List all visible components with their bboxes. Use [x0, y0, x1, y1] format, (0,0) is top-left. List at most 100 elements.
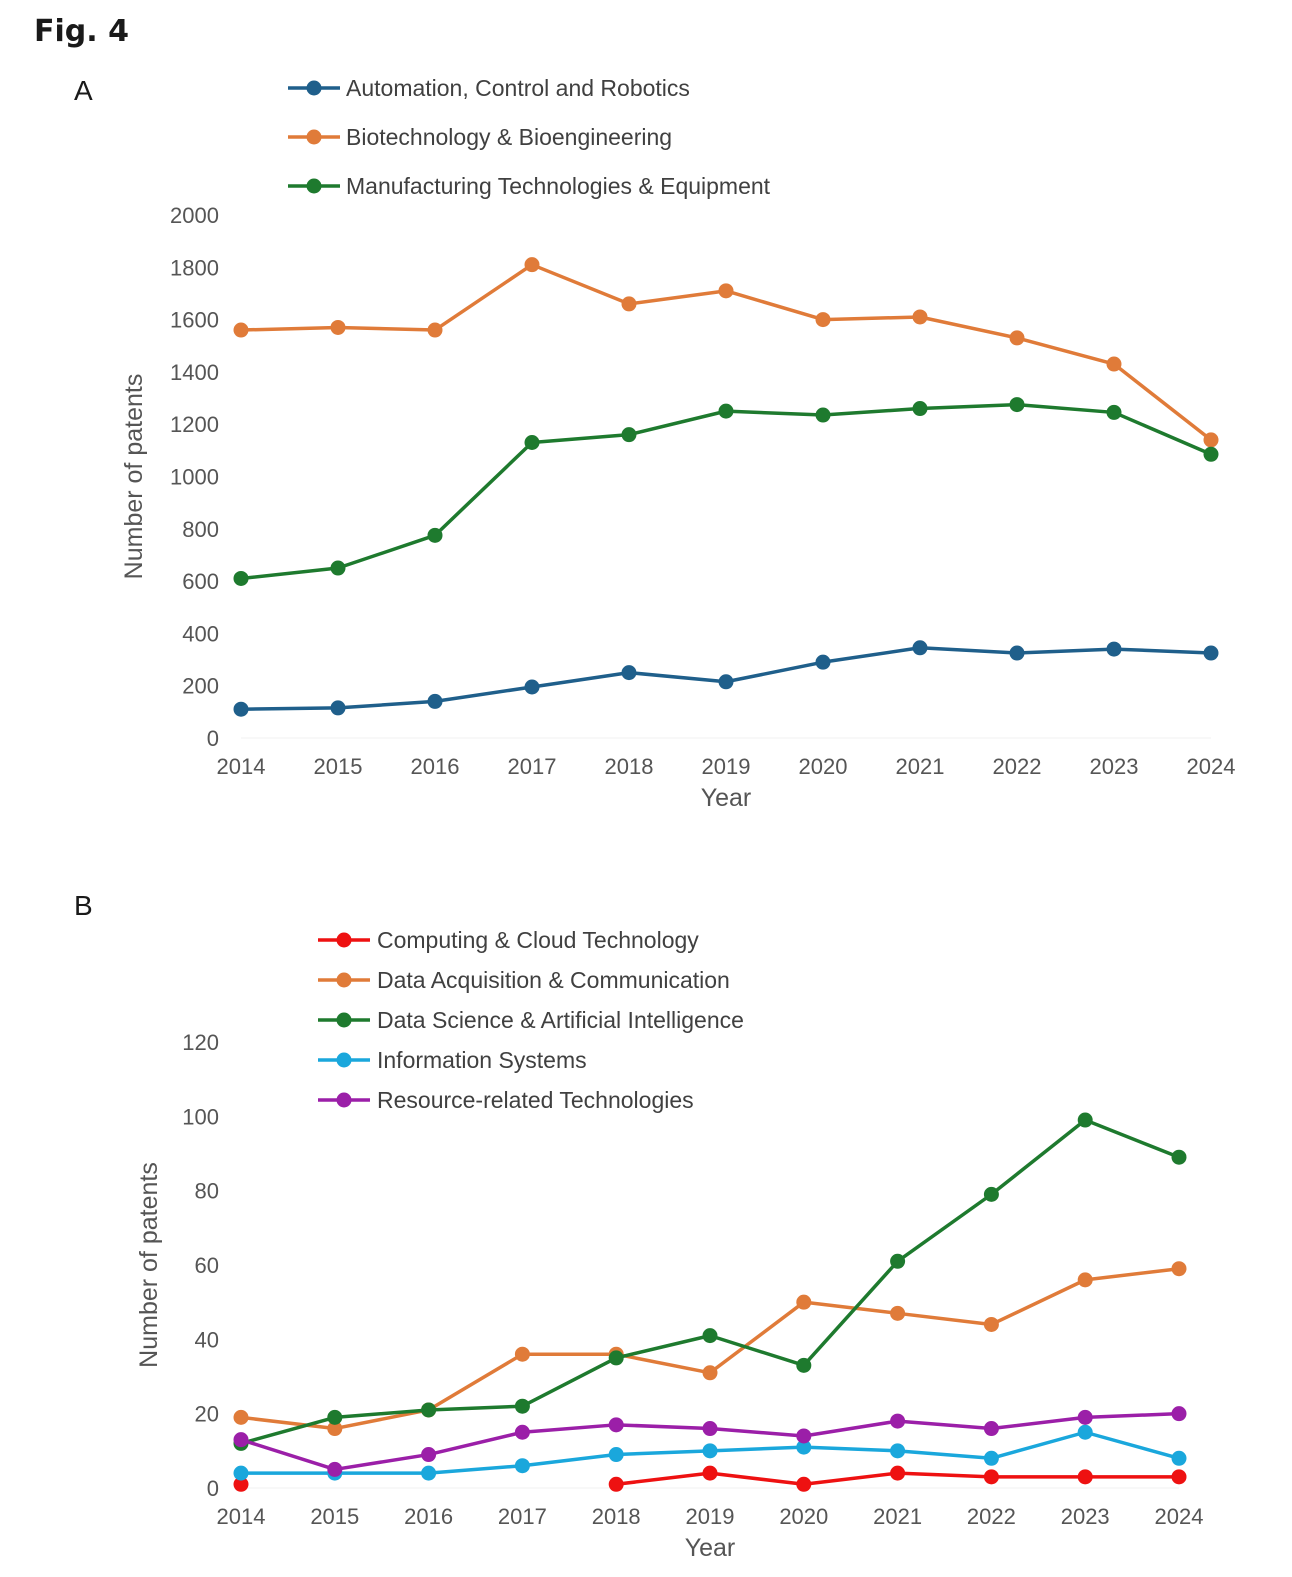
- data-point-automation-control-and-robotics: [233, 701, 249, 717]
- y-tick-label: 0: [207, 1476, 219, 1501]
- data-point-computing-cloud-technology: [983, 1469, 999, 1485]
- data-point-information-systems: [514, 1458, 530, 1474]
- y-tick-label: 100: [182, 1104, 219, 1129]
- data-point-manufacturing-technologies-equipment: [912, 401, 928, 417]
- data-point-biotechnology-bioengineering: [815, 312, 831, 328]
- x-tick-label: 2023: [1061, 1504, 1110, 1529]
- data-point-automation-control-and-robotics: [330, 700, 346, 716]
- y-tick-label: 20: [195, 1402, 219, 1427]
- data-point-resource-related-technologies: [327, 1461, 343, 1477]
- legend-marker-information-systems: [336, 1052, 352, 1068]
- legend-label-data-science-artificial-intelligence: Data Science & Artificial Intelligence: [377, 1007, 744, 1033]
- x-tick-label: 2023: [1090, 754, 1139, 779]
- data-point-data-science-artificial-intelligence: [514, 1398, 530, 1414]
- legend-label-manufacturing-technologies-equipment: Manufacturing Technologies & Equipment: [346, 173, 771, 199]
- legend-marker-automation-control-and-robotics: [306, 80, 322, 96]
- x-tick-label: 2020: [779, 1504, 828, 1529]
- data-point-information-systems: [1077, 1424, 1093, 1440]
- data-point-biotechnology-bioengineering: [524, 257, 540, 273]
- x-tick-label: 2017: [508, 754, 557, 779]
- x-tick-label: 2017: [498, 1504, 547, 1529]
- data-point-automation-control-and-robotics: [1106, 641, 1122, 657]
- series-line-data-science-artificial-intelligence: [240, 1118, 1180, 1446]
- data-point-biotechnology-bioengineering: [330, 319, 346, 335]
- y-axis-title: Number of patents: [120, 374, 148, 580]
- data-point-data-science-artificial-intelligence: [327, 1409, 343, 1425]
- data-point-automation-control-and-robotics: [621, 665, 637, 681]
- data-point-manufacturing-technologies-equipment: [1009, 397, 1025, 413]
- data-point-data-acquisition-communication: [514, 1346, 530, 1362]
- x-tick-label: 2015: [314, 754, 363, 779]
- x-tick-label: 2022: [993, 754, 1042, 779]
- data-point-information-systems: [890, 1443, 906, 1459]
- panel-label-b: B: [74, 890, 93, 921]
- data-point-data-acquisition-communication: [327, 1421, 343, 1437]
- legend-marker-data-science-artificial-intelligence: [336, 1012, 352, 1028]
- legend-label-automation-control-and-robotics: Automation, Control and Robotics: [346, 75, 690, 101]
- legend-marker-data-acquisition-communication: [336, 972, 352, 988]
- data-point-computing-cloud-technology: [608, 1476, 624, 1492]
- x-tick-label: 2019: [686, 1504, 735, 1529]
- data-point-computing-cloud-technology: [796, 1476, 812, 1492]
- legend-marker-computing-cloud-technology: [336, 932, 352, 948]
- data-point-data-acquisition-communication: [890, 1305, 906, 1321]
- data-point-manufacturing-technologies-equipment: [718, 403, 734, 419]
- y-tick-label: 1000: [170, 465, 219, 490]
- data-point-resource-related-technologies: [702, 1421, 718, 1437]
- data-point-automation-control-and-robotics: [912, 640, 928, 656]
- y-tick-label: 2000: [170, 203, 219, 228]
- data-point-manufacturing-technologies-equipment: [524, 435, 540, 451]
- data-point-automation-control-and-robotics: [718, 674, 734, 690]
- data-point-manufacturing-technologies-equipment: [621, 427, 637, 443]
- x-tick-label: 2020: [799, 754, 848, 779]
- data-point-computing-cloud-technology: [890, 1465, 906, 1481]
- data-point-manufacturing-technologies-equipment: [330, 560, 346, 576]
- data-point-data-acquisition-communication: [983, 1316, 999, 1332]
- data-point-data-science-artificial-intelligence: [1171, 1149, 1187, 1165]
- y-tick-label: 400: [182, 621, 219, 646]
- y-tick-label: 1800: [170, 255, 219, 280]
- data-point-data-science-artificial-intelligence: [421, 1402, 437, 1418]
- legend-marker-biotechnology-bioengineering: [306, 129, 322, 145]
- data-point-data-science-artificial-intelligence: [1077, 1112, 1093, 1128]
- data-point-resource-related-technologies: [514, 1424, 530, 1440]
- y-tick-label: 1200: [170, 412, 219, 437]
- data-point-information-systems: [702, 1443, 718, 1459]
- data-point-biotechnology-bioengineering: [718, 283, 734, 299]
- data-point-data-acquisition-communication: [233, 1409, 249, 1425]
- y-tick-label: 40: [195, 1327, 219, 1352]
- data-point-biotechnology-bioengineering: [912, 309, 928, 325]
- data-point-biotechnology-bioengineering: [1203, 432, 1219, 448]
- y-tick-label: 600: [182, 569, 219, 594]
- x-tick-label: 2022: [967, 1504, 1016, 1529]
- x-tick-label: 2024: [1187, 754, 1236, 779]
- x-axis-title: Year: [701, 784, 752, 812]
- x-tick-label: 2024: [1155, 1504, 1204, 1529]
- data-point-resource-related-technologies: [890, 1413, 906, 1429]
- data-point-data-acquisition-communication: [702, 1365, 718, 1381]
- data-point-data-science-artificial-intelligence: [890, 1253, 906, 1269]
- data-point-computing-cloud-technology: [702, 1465, 718, 1481]
- y-tick-label: 1600: [170, 308, 219, 333]
- data-point-automation-control-and-robotics: [815, 654, 831, 670]
- data-point-automation-control-and-robotics: [1009, 645, 1025, 661]
- series-line-data-acquisition-communication: [240, 1266, 1180, 1431]
- y-tick-label: 80: [195, 1179, 219, 1204]
- data-point-manufacturing-technologies-equipment: [815, 407, 831, 423]
- data-point-resource-related-technologies: [233, 1432, 249, 1448]
- legend-marker-resource-related-technologies: [336, 1092, 352, 1108]
- data-point-automation-control-and-robotics: [524, 679, 540, 695]
- y-tick-label: 1400: [170, 360, 219, 385]
- data-point-information-systems: [421, 1465, 437, 1481]
- legend-marker-manufacturing-technologies-equipment: [306, 178, 322, 194]
- legend-label-data-acquisition-communication: Data Acquisition & Communication: [377, 967, 730, 993]
- x-tick-label: 2018: [605, 754, 654, 779]
- data-point-data-acquisition-communication: [1077, 1272, 1093, 1288]
- data-point-data-acquisition-communication: [796, 1294, 812, 1310]
- data-point-resource-related-technologies: [421, 1447, 437, 1463]
- chart-panel-a: A 0 200 400 600 800 1000 1200 1400 1600 1800 2000 20…: [74, 75, 1236, 812]
- figure-title: Fig. 4: [34, 14, 129, 49]
- data-point-biotechnology-bioengineering: [427, 322, 443, 338]
- y-tick-label: 800: [182, 517, 219, 542]
- data-point-automation-control-and-robotics: [1203, 645, 1219, 661]
